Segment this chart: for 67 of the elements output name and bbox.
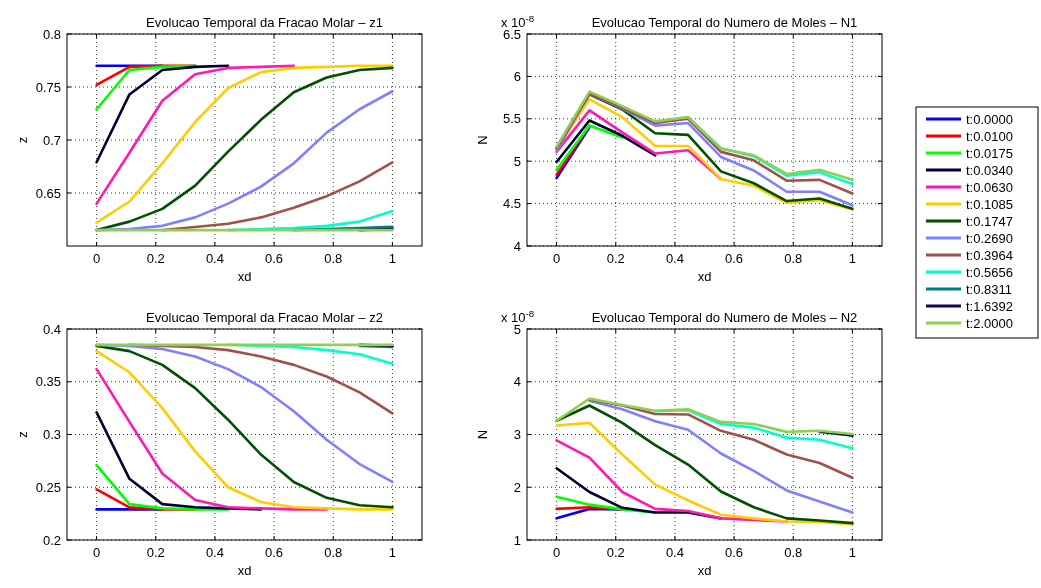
y-tick-label: 5.5 — [502, 111, 521, 127]
x-tick-label: 0.4 — [205, 545, 224, 560]
x-tick-label: 1 — [388, 251, 397, 266]
legend-label: t:1.6392 — [966, 298, 1013, 314]
x-tick-label: 1 — [848, 251, 857, 266]
legend-label: t:0.1747 — [966, 213, 1013, 229]
y-tick-label: 4 — [513, 238, 521, 254]
y-tick-label: 0.4 — [42, 321, 61, 337]
x-axis-title: xd — [697, 269, 712, 284]
x-tick-label: 0.8 — [784, 545, 803, 560]
x-tick-label: 0 — [552, 545, 561, 560]
x-axis-title: xd — [697, 563, 712, 578]
y-tick-label: 2 — [513, 479, 521, 495]
x-tick-label: 0.6 — [725, 251, 744, 266]
x-tick-label: 1 — [388, 545, 397, 560]
y-tick-label: 1 — [513, 532, 521, 548]
y-tick-label: 4 — [513, 374, 521, 390]
legend-label: t:0.1085 — [966, 196, 1013, 212]
x-tick-label: 0.2 — [606, 251, 625, 266]
y-tick-label: 0.8 — [42, 26, 61, 42]
y-tick-label: 3 — [513, 427, 521, 442]
y-axis-title: N — [475, 429, 490, 440]
x-tick-label: 0.8 — [324, 251, 343, 266]
chart-title: Evolucao Temporal da Fracao Molar – z2 — [146, 310, 383, 325]
x-tick-label: 1 — [848, 545, 857, 560]
legend-label: t:0.3964 — [966, 247, 1013, 263]
x-tick-label: 0.6 — [265, 251, 284, 266]
legend-label: t:0.0175 — [966, 145, 1013, 161]
y-tick-label: 5 — [513, 153, 521, 169]
y-tick-label: 0.3 — [42, 427, 61, 442]
legend-label: t:0.0340 — [966, 162, 1013, 178]
y-tick-label: 0.35 — [35, 374, 61, 390]
x-tick-label: 0.8 — [324, 545, 343, 560]
legend-label: t:0.0100 — [966, 128, 1013, 144]
x-tick-label: 0 — [92, 251, 101, 266]
chart-title: Evolucao Temporal da Fracao Molar – z1 — [146, 15, 383, 30]
x-tick-label: 0.4 — [665, 545, 684, 560]
x-tick-label: 0.4 — [665, 251, 684, 266]
x-tick-label: 0 — [552, 251, 561, 266]
legend-label: t:0.0630 — [966, 179, 1013, 195]
y-tick-label: 0.65 — [35, 185, 61, 201]
x-axis-title: xd — [237, 563, 252, 578]
y-tick-label: 0.2 — [42, 532, 61, 548]
y-tick-label: 0.75 — [35, 79, 61, 95]
y-tick-label: 0.7 — [42, 132, 61, 148]
y-axis-title: z — [15, 136, 30, 144]
x-tick-label: 0.2 — [146, 251, 165, 266]
y-tick-label: 4.5 — [502, 196, 521, 212]
legend-label: t:0.8311 — [966, 281, 1013, 297]
y-axis-title: z — [15, 431, 30, 438]
x-axis-title: xd — [237, 269, 252, 284]
x-tick-label: 0 — [92, 545, 101, 560]
chart-title: Evolucao Temporal do Numero de Moles – N2 — [591, 310, 858, 325]
x-tick-label: 0.2 — [146, 545, 165, 560]
x-tick-label: 0.2 — [606, 545, 625, 560]
legend-label: t:0.2690 — [966, 230, 1013, 246]
legend-label: t:2.0000 — [966, 315, 1013, 331]
legend-label: t:0.5656 — [966, 264, 1013, 280]
chart-title: Evolucao Temporal do Numero de Moles – N1 — [591, 15, 858, 30]
x-tick-label: 0.6 — [265, 545, 284, 560]
x-tick-label: 0.4 — [205, 251, 224, 266]
y-tick-label: 0.25 — [35, 479, 61, 495]
legend-label: t:0.0000 — [966, 111, 1013, 127]
x-tick-label: 0.6 — [725, 545, 744, 560]
y-tick-label: 6 — [513, 68, 521, 84]
x-tick-label: 0.8 — [784, 251, 803, 266]
y-axis-title: N — [475, 135, 490, 145]
